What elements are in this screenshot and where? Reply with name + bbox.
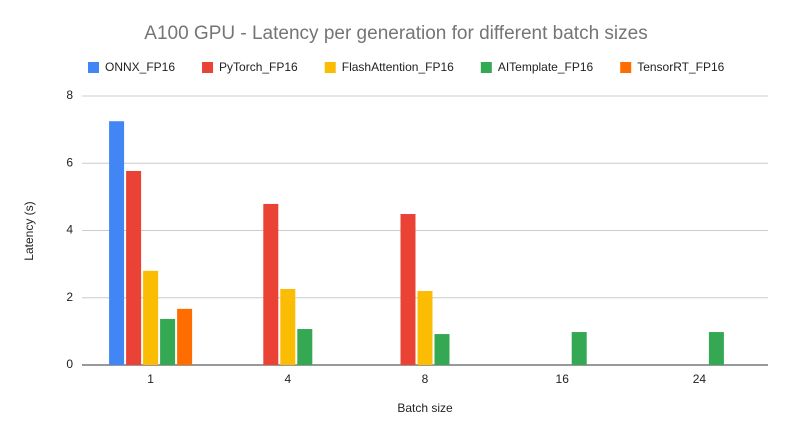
x-tick-label: 16 (556, 372, 570, 386)
x-axis-title: Batch size (397, 401, 453, 415)
legend-label: TensorRT_FP16 (637, 60, 724, 74)
chart-title: A100 GPU - Latency per generation for di… (144, 23, 647, 44)
legend-label: AITemplate_FP16 (498, 60, 594, 74)
legend-swatch (324, 62, 336, 73)
x-tick-label: 4 (284, 372, 291, 386)
y-axis-title: Latency (s) (22, 201, 36, 260)
bar (708, 332, 724, 365)
bar (160, 318, 176, 365)
x-tick-label: 1 (147, 372, 154, 386)
y-tick-label: 8 (66, 88, 73, 102)
bar (143, 270, 159, 365)
bar (417, 291, 433, 365)
x-tick-label: 8 (422, 372, 429, 386)
bar (434, 334, 450, 365)
y-tick-label: 0 (66, 357, 73, 371)
bar (263, 203, 279, 365)
bar (571, 332, 587, 365)
y-tick-label: 4 (66, 223, 73, 237)
bar (126, 170, 142, 365)
y-tick-label: 6 (66, 155, 73, 169)
legend-swatch (88, 62, 99, 73)
bar (177, 308, 193, 365)
y-tick-label: 2 (66, 290, 73, 304)
x-tick-label: 24 (693, 372, 707, 386)
legend-label: ONNX_FP16 (105, 60, 175, 74)
bar (400, 214, 416, 365)
legend-swatch (202, 62, 214, 73)
legend-swatch (620, 62, 632, 73)
legend-swatch (480, 62, 492, 73)
bar (297, 329, 313, 365)
legend-label: FlashAttention_FP16 (342, 60, 454, 74)
bar (109, 121, 125, 365)
legend-label: PyTorch_FP16 (219, 60, 298, 74)
bar (280, 289, 296, 365)
